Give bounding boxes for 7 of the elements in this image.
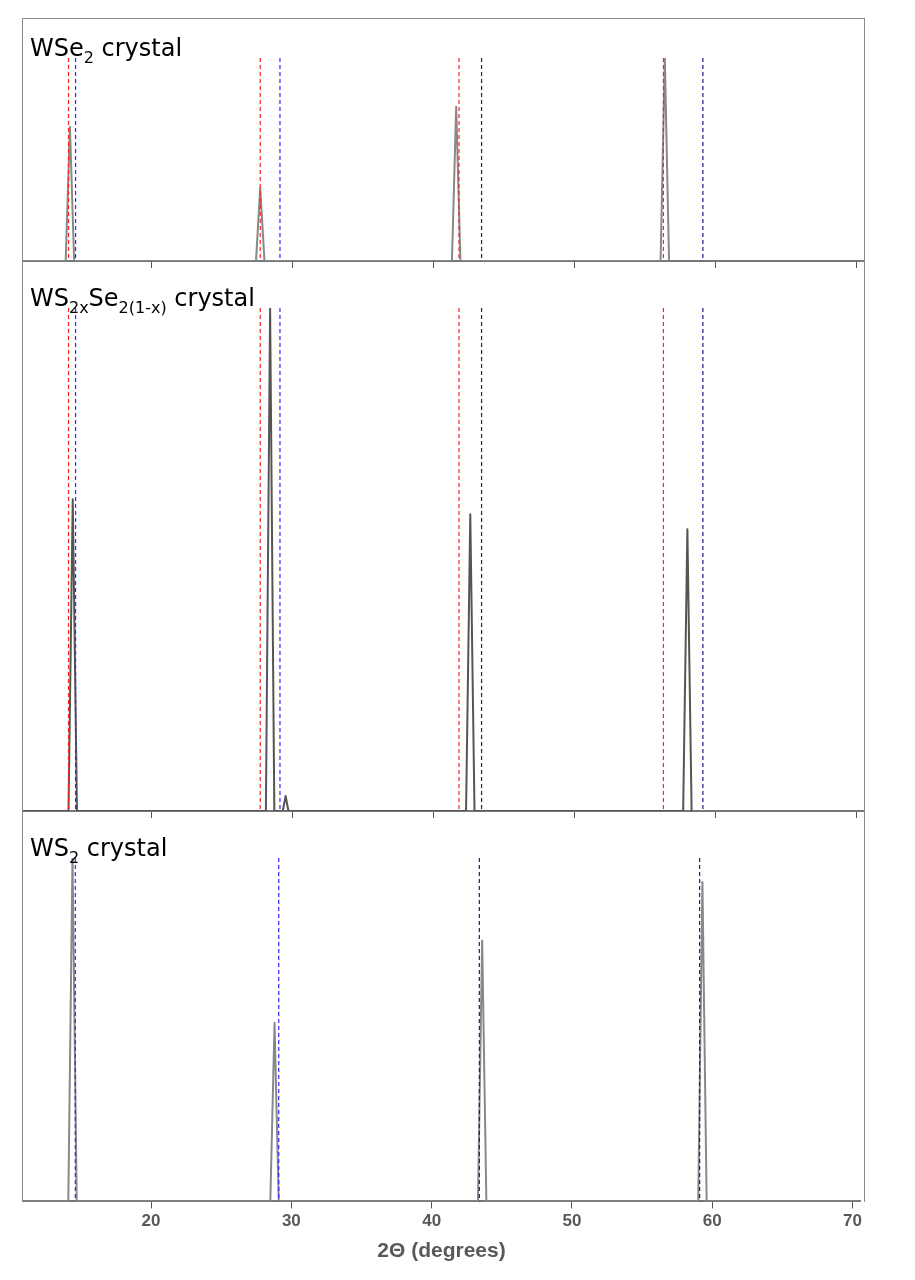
x-axis-title: 2Θ (degrees) xyxy=(377,1238,506,1262)
x-tick-label: 40 xyxy=(422,1211,442,1231)
x-tick-label: 50 xyxy=(562,1211,582,1231)
x-tick-label: 30 xyxy=(281,1211,301,1231)
x-tick-label: 70 xyxy=(843,1211,863,1231)
x-tick-label: 60 xyxy=(702,1211,722,1231)
x-tick-label: 20 xyxy=(141,1211,161,1231)
